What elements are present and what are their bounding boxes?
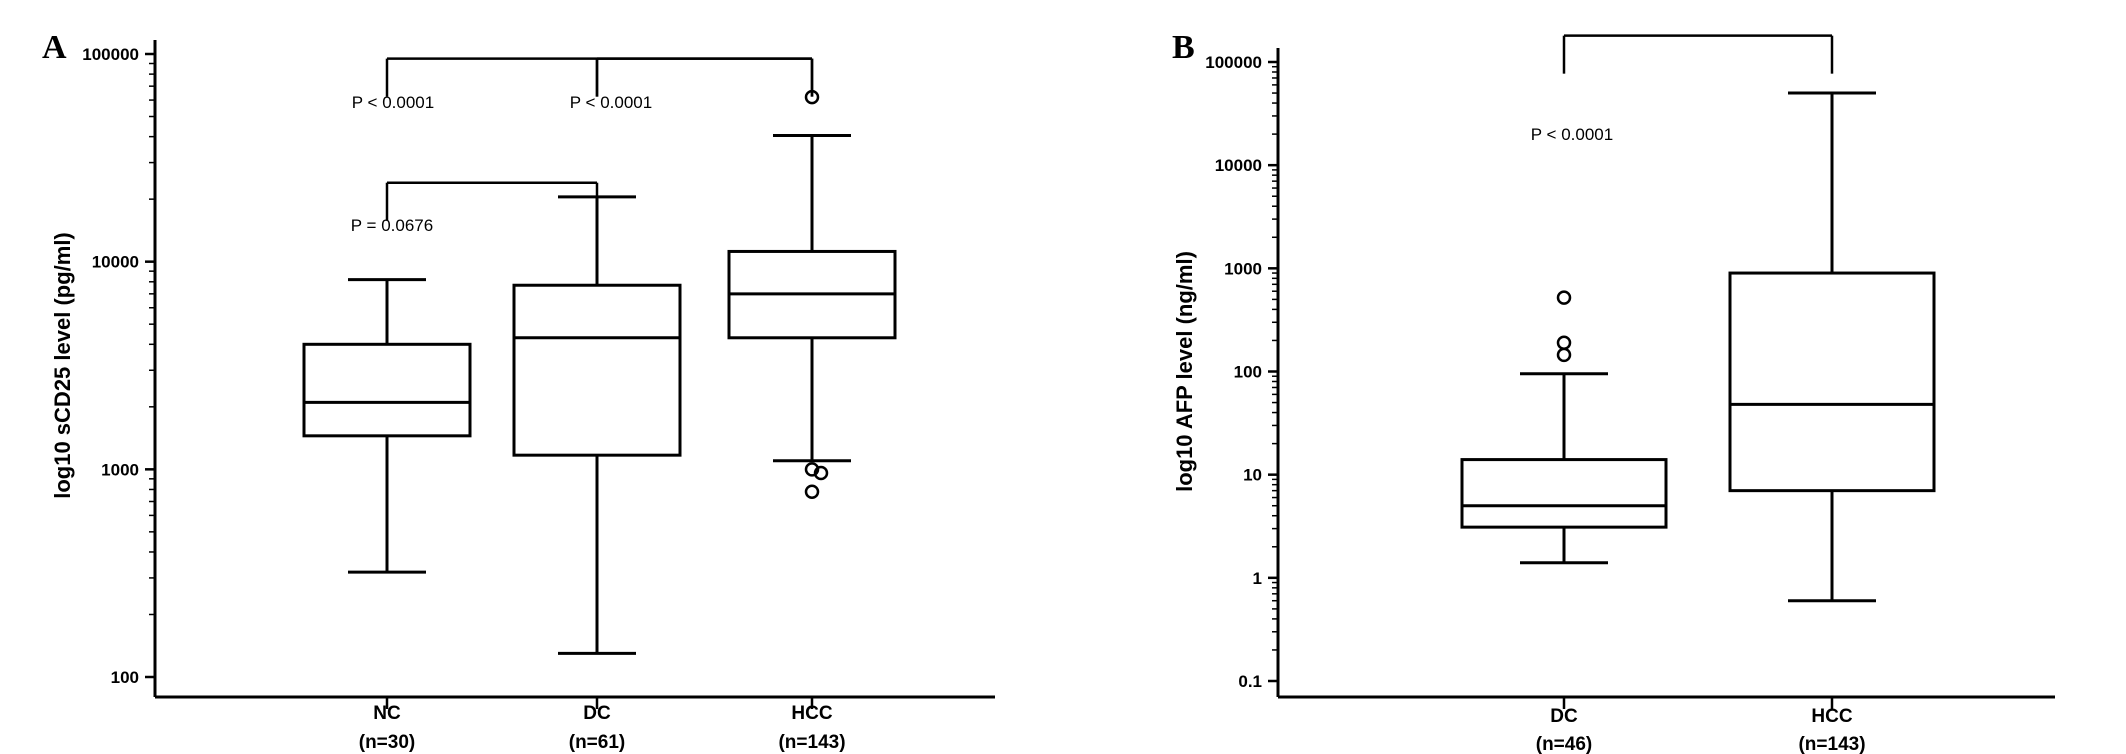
y-tick-label: 1	[1253, 569, 1262, 588]
comparison-bracket: P < 0.0001	[570, 57, 814, 112]
x-category-n-label: (n=46)	[1536, 734, 1593, 754]
x-category-label: NC	[373, 703, 401, 724]
y-axis-title: log10 sCD25 level (pg/ml)	[50, 232, 75, 499]
y-tick-label: 100	[1234, 363, 1262, 382]
x-category-label: DC	[1550, 706, 1578, 727]
y-tick-label: 10	[1243, 466, 1262, 485]
outlier-point	[1556, 335, 1572, 350]
x-category-label: DC	[583, 703, 611, 724]
box-hcc	[1728, 91, 1936, 603]
y-tick-label: 1000	[1224, 259, 1262, 278]
outlier-point	[804, 462, 820, 477]
box-iqr	[512, 283, 682, 457]
p-value-label: P < 0.0001	[352, 93, 434, 112]
y-tick-label: 1000	[101, 460, 139, 479]
outlier-point	[1556, 290, 1572, 305]
box-nc	[302, 278, 472, 574]
y-tick-label: 0.1	[1238, 672, 1262, 691]
outlier-point	[804, 484, 820, 499]
y-tick-label: 100000	[82, 45, 139, 64]
chart-panel-b: B 0.1 1 10 100 1000 10000 100000 log10 AFP level…	[1172, 29, 2055, 754]
p-value-label: P = 0.0676	[351, 216, 433, 235]
comparison-bracket: P = 0.0676	[351, 181, 599, 235]
y-tick-label: 10000	[92, 253, 139, 272]
box-dc	[512, 195, 682, 655]
comparison-bracket: P < 0.0001	[1531, 34, 1834, 144]
p-value-label: P < 0.0001	[570, 93, 652, 112]
box-iqr	[1460, 458, 1668, 529]
panel-letter: A	[42, 29, 67, 66]
y-tick-label: 100	[111, 668, 139, 687]
box-iqr	[1728, 271, 1936, 493]
box-hcc	[727, 89, 897, 499]
chart-panel-a: A 100 1000 10000 100000 log10 sCD25 level (pg…	[42, 29, 995, 753]
y-tick-label: 10000	[1215, 156, 1262, 175]
outlier-point	[1556, 347, 1572, 363]
y-tick-label: 100000	[1205, 53, 1262, 72]
box-iqr	[302, 342, 472, 438]
x-category-n-label: (n=143)	[1798, 734, 1865, 754]
box-dc	[1460, 290, 1668, 565]
x-category-label: HCC	[791, 703, 832, 724]
p-value-label: P < 0.0001	[1531, 125, 1613, 144]
outlier-point	[813, 465, 829, 481]
x-category-n-label: (n=61)	[569, 732, 626, 753]
panel-letter: B	[1172, 29, 1195, 66]
x-category-n-label: (n=30)	[359, 732, 416, 753]
x-category-label: HCC	[1811, 706, 1852, 727]
x-category-n-label: (n=143)	[778, 732, 845, 753]
y-axis-title: log10 AFP level (ng/ml)	[1172, 251, 1197, 492]
